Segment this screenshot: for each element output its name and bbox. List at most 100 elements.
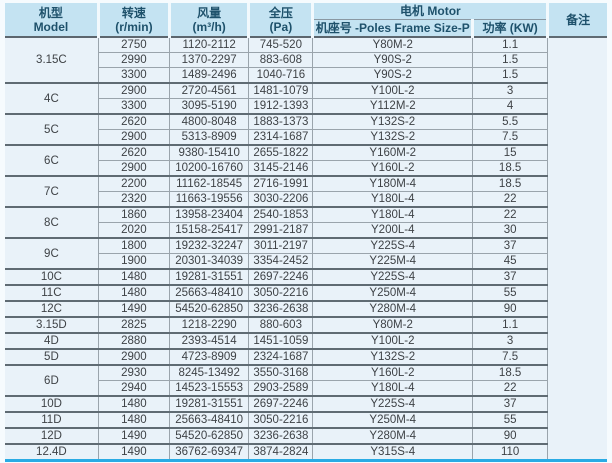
power-cell: 3	[471, 82, 549, 99]
speed-cell: 1900	[97, 253, 171, 270]
power-cell: 18.5	[471, 160, 549, 177]
frame-cell: Y225S-4	[312, 268, 473, 286]
speed-cell: 2880	[97, 332, 171, 350]
speed-cell: 1480	[97, 268, 171, 286]
power-cell: 22	[471, 380, 549, 397]
power-cell: 90	[471, 300, 549, 318]
flow-cell: 54520-62850	[169, 300, 250, 318]
speed-cell: 2020	[97, 222, 171, 239]
header-speed-zh: 转速	[121, 5, 146, 20]
power-cell: 45	[471, 253, 549, 270]
power-cell: 22	[471, 191, 549, 208]
table-row: 9C 1800 19232-32247 3011-2197 Y225S-4 37	[5, 237, 607, 270]
pressure-cell: 3011-2197	[248, 237, 314, 254]
pressure-cell: 3236-2638	[248, 427, 314, 445]
speed-cell: 2900	[97, 160, 171, 177]
power-cell: 22	[471, 206, 549, 223]
pressure-cell: 2991-2187	[248, 222, 314, 239]
table-row: 2020 15158-25417 2991-2187 Y200L-4 30	[5, 222, 607, 239]
frame-cell: Y280M-4	[312, 427, 473, 445]
speed-cell: 2825	[97, 316, 171, 334]
flow-cell: 8245-13492	[169, 364, 250, 381]
flow-cell: 25663-48410	[169, 284, 250, 302]
power-cell: 15	[471, 144, 549, 161]
speed-cell: 2990	[97, 52, 171, 68]
table-row: 6C 2620 9380-15410 2655-1822 Y160M-2 15	[5, 144, 607, 177]
flow-cell: 2720-4561	[169, 82, 250, 99]
power-cell: 55	[471, 284, 549, 302]
power-cell: 37	[471, 268, 549, 286]
pressure-cell: 1883-1373	[248, 113, 314, 130]
fan-spec-table: 机型 Model 转速 (r/min) 风量 (m³/h) 全压 (Pa) 电机…	[5, 3, 607, 462]
header-flow-unit: (m³/h)	[192, 19, 226, 34]
table-row: 1900 20301-34039 3354-2452 Y225M-4 45	[5, 253, 607, 270]
frame-cell: Y225S-4	[312, 395, 473, 413]
pressure-cell: 3145-2146	[248, 160, 314, 177]
pressure-cell: 745-520	[248, 36, 314, 53]
table-row: 5D 2900 4723-8909 2324-1687 Y132S-2 7.5	[5, 348, 607, 366]
table-row: 8C 1860 13958-23404 2540-1853 Y180L-4 22	[5, 206, 607, 239]
speed-cell: 1490	[97, 443, 171, 461]
flow-cell: 13958-23404	[169, 206, 250, 223]
model-cell: 9C	[5, 237, 99, 270]
frame-cell: Y90S-2	[312, 67, 473, 84]
frame-cell: Y250M-4	[312, 411, 473, 429]
table-row: 4C 2900 2720-4561 1481-1079 Y100L-2 3	[5, 82, 607, 115]
flow-cell: 2393-4514	[169, 332, 250, 350]
frame-cell: Y225S-4	[312, 237, 473, 254]
header-remark: 备注	[546, 3, 607, 37]
speed-cell: 1480	[97, 411, 171, 429]
power-cell: 55	[471, 411, 549, 429]
model-cell: 5C	[5, 113, 99, 146]
frame-cell: Y80M-2	[312, 316, 473, 334]
header-motor: 电机 Motor	[311, 3, 550, 20]
header-pressure-unit: (Pa)	[269, 19, 293, 34]
pressure-cell: 2655-1822	[248, 144, 314, 161]
table-row: 2900 10200-16760 3145-2146 Y160L-2 18.5	[5, 160, 607, 177]
frame-cell: Y315S-4	[312, 443, 473, 461]
frame-cell: Y200L-4	[312, 222, 473, 239]
power-cell: 3	[471, 332, 549, 350]
flow-cell: 11162-18545	[169, 175, 250, 192]
pressure-cell: 2697-2246	[248, 395, 314, 413]
model-cell: 12C	[5, 300, 99, 318]
pressure-cell: 2903-2589	[248, 380, 314, 397]
model-cell: 5D	[5, 348, 99, 366]
model-cell: 11C	[5, 284, 99, 302]
speed-cell: 3300	[97, 67, 171, 84]
model-cell: 7C	[5, 175, 99, 208]
flow-cell: 9380-15410	[169, 144, 250, 161]
flow-cell: 5313-8909	[169, 129, 250, 146]
model-cell: 4D	[5, 332, 99, 350]
flow-cell: 10200-16760	[169, 160, 250, 177]
table-row: 5C 2620 4800-8048 1883-1373 Y132S-2 5.5	[5, 113, 607, 146]
flow-cell: 19232-32247	[169, 237, 250, 254]
header-model-zh: 机型	[38, 5, 63, 20]
table-row: 12C 1490 54520-62850 3236-2638 Y280M-4 90	[5, 300, 607, 318]
power-cell: 1.5	[471, 67, 549, 84]
table-row: 10C 1480 19281-31551 2697-2246 Y225S-4 37	[5, 268, 607, 286]
header-speed: 转速 (r/min)	[96, 3, 172, 38]
pressure-cell: 2716-1991	[248, 175, 314, 192]
table-body: 3.15C 2750 1120-2112 745-520 Y80M-2 1.1 2990 13…	[5, 36, 607, 461]
pressure-cell: 1912-1393	[248, 98, 314, 115]
frame-cell: Y180L-4	[312, 380, 473, 397]
flow-cell: 19281-31551	[169, 395, 250, 413]
header-model: 机型 Model	[5, 3, 100, 38]
pressure-cell: 3354-2452	[248, 253, 314, 270]
frame-cell: Y180L-4	[312, 206, 473, 223]
pressure-cell: 3030-2206	[248, 191, 314, 208]
flow-cell: 14523-15553	[169, 380, 250, 397]
table-header: 机型 Model 转速 (r/min) 风量 (m³/h) 全压 (Pa) 电机…	[5, 3, 607, 38]
speed-cell: 1800	[97, 237, 171, 254]
power-cell: 37	[471, 237, 549, 254]
power-cell: 18.5	[471, 364, 549, 381]
speed-cell: 2900	[97, 129, 171, 146]
header-model-en: Model	[33, 19, 69, 34]
frame-cell: Y100L-2	[312, 82, 473, 99]
speed-cell: 2750	[97, 36, 171, 53]
speed-cell: 1480	[97, 284, 171, 302]
power-cell: 7.5	[471, 129, 549, 146]
header-power: 功率 (KW)	[470, 19, 550, 38]
